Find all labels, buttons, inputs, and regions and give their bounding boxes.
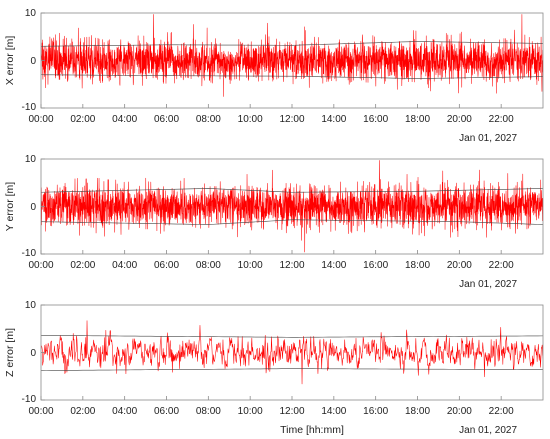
x-tick-label-3-1: 02:00 (70, 406, 95, 417)
x-axis-label: Time [hh:mm] (280, 424, 344, 436)
x-tick-label-2-9: 18:00 (405, 260, 430, 271)
x-tick-label-2-7: 14:00 (321, 260, 346, 271)
upper-bound-line-2 (40, 188, 544, 193)
x-tick-label-1-6: 12:00 (279, 114, 304, 125)
x-tick-label-2-5: 10:00 (238, 260, 263, 271)
x-tick-label-2-6: 12:00 (279, 260, 304, 271)
x-tick-label-3-11: 22:00 (489, 406, 514, 417)
x-tick-label-3-6: 12:00 (279, 406, 304, 417)
error-series-2 (41, 160, 543, 253)
x-tick-label-2-8: 16:00 (363, 260, 388, 271)
y-axis-label-3: Z error [m] (4, 328, 16, 377)
error-series-3 (41, 320, 543, 385)
y-axis-label-2: Y error [m] (4, 182, 16, 231)
x-tick-label-2-4: 08:00 (196, 260, 221, 271)
y-tick-label-2-2: -10 (22, 248, 37, 259)
x-tick-label-2-10: 20:00 (447, 260, 472, 271)
y-tick-label-1-1: 0 (30, 56, 36, 67)
x-tick-label-3-3: 06:00 (154, 406, 179, 417)
y-tick-label-2-0: 10 (25, 154, 37, 165)
x-tick-label-1-0: 00:00 (28, 114, 53, 125)
x-tick-label-3-8: 16:00 (363, 406, 388, 417)
x-tick-label-3-0: 00:00 (28, 406, 53, 417)
x-tick-label-1-10: 20:00 (447, 114, 472, 125)
date-label-3: Jan 01, 2027 (459, 425, 517, 436)
x-tick-label-1-11: 22:00 (489, 114, 514, 125)
lower-bound-line-1 (40, 74, 544, 79)
y-tick-label-2-1: 0 (30, 202, 36, 213)
x-tick-label-1-4: 08:00 (196, 114, 221, 125)
x-tick-label-3-4: 08:00 (196, 406, 221, 417)
x-tick-label-2-1: 02:00 (70, 260, 95, 271)
y-tick-label-3-2: -10 (22, 394, 37, 405)
x-tick-label-2-11: 22:00 (489, 260, 514, 271)
x-tick-label-3-9: 18:00 (405, 406, 430, 417)
x-tick-label-1-5: 10:00 (238, 114, 263, 125)
x-tick-label-2-2: 04:00 (112, 260, 137, 271)
x-tick-label-3-10: 20:00 (447, 406, 472, 417)
error-series-1 (41, 14, 543, 97)
date-label-1: Jan 01, 2027 (459, 133, 517, 144)
x-tick-label-1-1: 02:00 (70, 114, 95, 125)
x-tick-label-1-9: 18:00 (405, 114, 430, 125)
lower-bound-line-2 (40, 219, 544, 225)
x-tick-label-3-7: 14:00 (321, 406, 346, 417)
x-tick-label-2-0: 00:00 (28, 260, 53, 271)
lower-bound-line-3 (40, 368, 544, 371)
x-tick-label-2-3: 06:00 (154, 260, 179, 271)
upper-bound-line-1 (40, 41, 544, 47)
upper-bound-line-3 (40, 335, 544, 338)
x-tick-label-3-5: 10:00 (238, 406, 263, 417)
y-tick-label-1-0: 10 (25, 8, 37, 19)
x-tick-label-1-3: 06:00 (154, 114, 179, 125)
x-tick-label-1-7: 14:00 (321, 114, 346, 125)
x-tick-label-1-8: 16:00 (363, 114, 388, 125)
y-tick-label-3-1: 0 (30, 348, 36, 359)
y-tick-label-3-0: 10 (25, 300, 37, 311)
x-tick-label-1-2: 04:00 (112, 114, 137, 125)
y-tick-label-1-2: -10 (22, 102, 37, 113)
date-label-2: Jan 01, 2027 (459, 279, 517, 290)
x-tick-label-3-2: 04:00 (112, 406, 137, 417)
y-axis-label-1: X error [m] (4, 36, 16, 86)
